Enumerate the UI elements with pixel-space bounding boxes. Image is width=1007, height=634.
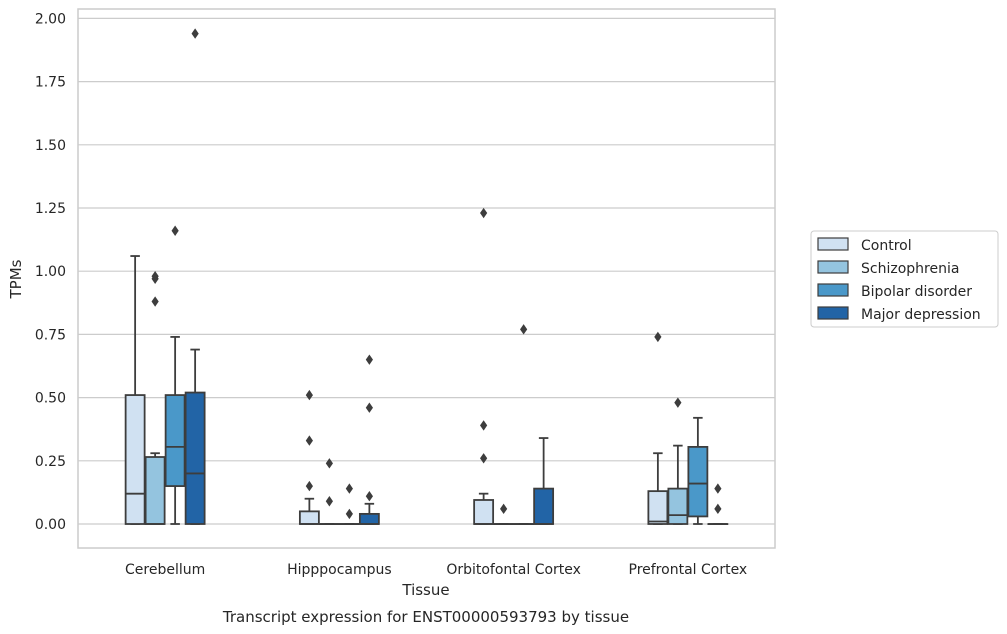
box-schizophrenia <box>144 271 166 525</box>
x-tick-label: Prefrontal Cortex <box>629 562 748 578</box>
outlier-point <box>365 402 373 413</box>
chart-caption: Transcript expression for ENST0000059379… <box>222 608 629 626</box>
y-tick-label: 0.25 <box>35 454 66 470</box>
box-major-depression <box>707 483 729 526</box>
box-body <box>687 445 709 518</box>
outlier-point <box>674 397 682 408</box>
box-control <box>647 331 669 525</box>
box-control <box>473 207 495 525</box>
box-body <box>298 510 320 525</box>
plot-frame <box>77 8 776 549</box>
box-control <box>298 389 320 525</box>
box-bipolar-disorder <box>164 225 186 525</box>
outlier-point <box>191 28 199 39</box>
box-bipolar-disorder <box>338 483 360 526</box>
outlier-point <box>305 435 313 446</box>
x-tick-label: Hipppocampus <box>287 562 392 578</box>
box-body <box>124 394 146 525</box>
outlier-point <box>714 483 722 494</box>
outlier-point <box>654 331 662 343</box>
box-body <box>184 391 206 525</box>
y-tick-label: 1.00 <box>35 264 66 280</box>
box-major-depression <box>184 28 206 525</box>
box-bipolar-disorder <box>513 324 535 526</box>
x-tick-label: Cerebellum <box>125 562 205 578</box>
legend-label: Bipolar disorder <box>861 284 972 300</box>
outlier-point <box>480 420 488 431</box>
box-body <box>647 490 669 525</box>
legend-label: Major depression <box>861 307 981 323</box>
outlier-point <box>365 354 373 365</box>
legend-label: Control <box>861 238 912 254</box>
box-body <box>164 394 186 487</box>
box-body <box>144 456 166 525</box>
y-tick-label: 1.25 <box>35 201 66 217</box>
outlier-point <box>500 503 508 515</box>
outlier-point <box>345 508 353 520</box>
box-body <box>473 499 495 525</box>
y-tick-label: 0.50 <box>35 391 66 407</box>
box-body <box>358 512 380 525</box>
y-axis-ticks: 0.00 0.25 0.50 0.75 1.00 1.25 1.50 1.75 2.00 <box>35 11 66 533</box>
outlier-point <box>365 490 373 502</box>
outlier-point <box>151 271 159 282</box>
x-axis-label: Tissue <box>401 581 449 599</box>
x-tick-label: Orbitofontal Cortex <box>446 562 581 578</box>
y-tick-label: 1.75 <box>35 75 66 91</box>
box-series <box>124 28 729 526</box>
outlier-point <box>345 483 353 494</box>
outlier-point <box>714 503 722 515</box>
legend-swatch <box>817 283 849 297</box>
y-tick-label: 0.75 <box>35 327 66 343</box>
outlier-point <box>325 458 333 469</box>
box-schizophrenia <box>493 503 515 526</box>
box-schizophrenia <box>667 397 689 525</box>
outlier-point <box>480 207 488 219</box>
box-schizophrenia <box>318 458 340 526</box>
outlier-point <box>305 480 313 492</box>
outlier-point <box>151 296 159 307</box>
outlier-point <box>480 453 488 464</box>
box-bipolar-disorder <box>687 416 709 525</box>
box-control <box>124 255 146 525</box>
outlier-point <box>520 324 528 335</box>
legend-swatch <box>817 306 849 320</box>
x-axis-ticks: Cerebellum Hipppocampus Orbitofontal Corte… <box>125 562 747 578</box>
legend-label: Schizophrenia <box>861 261 959 277</box>
box-major-depression <box>358 354 380 525</box>
legend-frame <box>810 230 999 328</box>
outlier-point <box>325 496 333 507</box>
legend-swatch <box>817 260 849 274</box>
y-tick-label: 1.50 <box>35 138 66 154</box>
y-tick-label: 0.00 <box>35 517 66 533</box>
box-body <box>533 487 555 525</box>
legend-swatch <box>817 237 849 251</box>
y-tick-label: 2.00 <box>35 11 66 27</box>
box-body <box>667 487 689 525</box>
box-major-depression <box>533 437 555 525</box>
outlier-point <box>305 389 313 401</box>
outlier-point <box>171 225 179 236</box>
legend: Control Schizophrenia Bipolar disorder Majo… <box>810 230 999 328</box>
y-axis-label: TPMs <box>7 259 25 299</box>
